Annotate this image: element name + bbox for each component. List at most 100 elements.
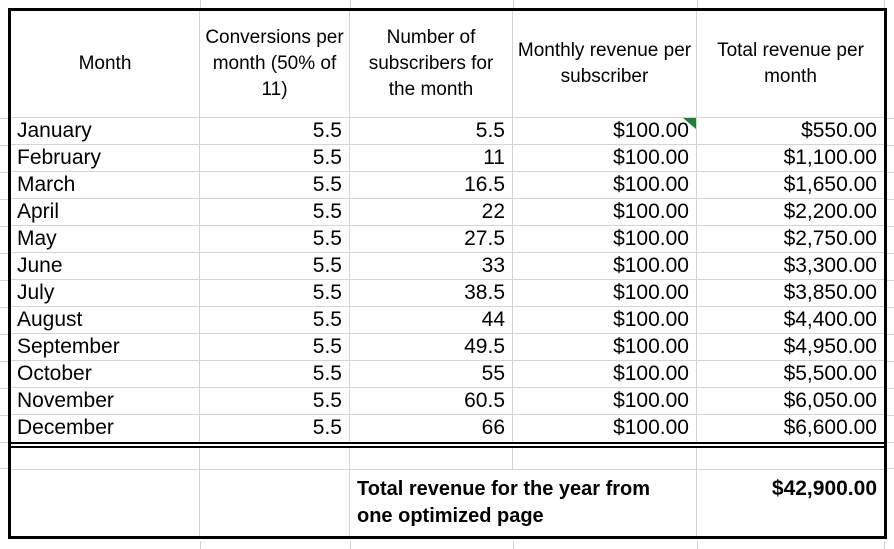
cell-revenue-per-subscriber[interactable]: $100.00 [513,172,697,198]
cell-total-revenue-per-month[interactable]: $1,650.00 [783,173,877,196]
cell-subscribers-for-month[interactable]: 55 [350,361,513,387]
cell-total-revenue-per-month[interactable]: $6,050.00 [783,389,877,412]
cell-revenue-per-subscriber[interactable]: $100.00 [513,199,697,225]
table-row-september: September 5.5 49.5 $100.00 $4,950.00 [11,334,884,361]
table-row-march: March 5.5 16.5 $100.00 $1,650.00 [11,172,884,199]
cell-month[interactable]: April [11,199,200,225]
cell-subscribers-for-month[interactable]: 60.5 [350,388,513,414]
cell-revenue-per-subscriber[interactable]: $100.00 [513,307,697,333]
table-row-june: June 5.5 33 $100.00 $3,300.00 [11,253,884,280]
cell-subscribers-for-month[interactable]: 33 [350,253,513,279]
cell-conversions-per-month[interactable]: 5.5 [200,118,350,144]
header-revenue-per-subscriber[interactable]: Monthly revenue per subscriber [513,11,697,117]
cell-subscribers-for-month[interactable]: 22 [350,199,513,225]
summary-label-cell[interactable]: Total revenue for the year from one opti… [350,470,697,536]
cell-revenue-per-subscriber[interactable]: $100.00 [513,145,697,171]
gridline-tick [0,388,8,389]
cell-note-marker-icon [683,118,696,129]
header-subscribers-for-month[interactable]: Number of subscribers for the month [350,11,513,117]
cell-empty[interactable] [697,448,884,469]
cell-revenue-per-subscriber[interactable]: $100.00 [513,361,697,387]
gridline-tick [884,0,885,8]
header-total-revenue-per-month[interactable]: Total revenue per month [717,40,864,87]
cell-total-revenue-per-month[interactable]: $2,750.00 [783,227,877,250]
gridline-tick [887,442,894,443]
cell-subscribers-for-month[interactable]: 66 [350,415,513,442]
cell-conversions-per-month[interactable]: 5.5 [200,415,350,442]
gridline-tick [350,541,351,549]
cell-month[interactable]: November [11,388,200,414]
cell-month[interactable]: March [11,172,200,198]
cell-conversions-per-month[interactable]: 5.5 [200,388,350,414]
cell-month[interactable]: January [11,118,200,144]
cell-total-revenue-per-month[interactable]: $2,200.00 [783,200,877,223]
cell-month[interactable]: July [11,280,200,306]
gridline-tick [200,541,201,549]
cell-subscribers-for-month[interactable]: 49.5 [350,334,513,360]
cell-empty[interactable] [350,448,513,469]
cell-month[interactable]: September [11,334,200,360]
spacer-row [11,448,884,470]
cell-conversions-per-month[interactable]: 5.5 [200,145,350,171]
gridline-tick [697,541,698,549]
cell-empty[interactable] [200,470,350,536]
table-row-february: February 5.5 11 $100.00 $1,100.00 [11,145,884,172]
gridline-tick [0,145,8,146]
gridline-tick [887,361,894,362]
cell-empty[interactable] [11,470,200,536]
gridline-tick [0,442,8,443]
cell-subscribers-for-month[interactable]: 11 [350,145,513,171]
cell-month[interactable]: February [11,145,200,171]
gridline-tick [887,199,894,200]
cell-revenue-per-subscriber[interactable]: $100.00 [513,253,697,279]
cell-total-revenue-per-month[interactable]: $3,300.00 [783,254,877,277]
cell-conversions-per-month[interactable]: 5.5 [200,280,350,306]
cell-month[interactable]: October [11,361,200,387]
cell-conversions-per-month[interactable]: 5.5 [200,253,350,279]
cell-month[interactable]: December [11,415,200,442]
gridline-tick [0,468,8,469]
cell-subscribers-for-month[interactable]: 5.5 [350,118,513,144]
cell-revenue-per-subscriber[interactable]: $100.00 [513,334,697,360]
cell-conversions-per-month[interactable]: 5.5 [200,226,350,252]
header-month[interactable]: Month [11,11,200,117]
cell-empty[interactable] [11,448,200,469]
cell-subscribers-for-month[interactable]: 38.5 [350,280,513,306]
cell-revenue-per-subscriber[interactable]: $100.00 [513,226,697,252]
cell-month[interactable]: August [11,307,200,333]
gridline-tick [887,415,894,416]
cell-conversions-per-month[interactable]: 5.5 [200,307,350,333]
cell-month[interactable]: May [11,226,200,252]
cell-revenue-per-subscriber[interactable]: $100.00 [513,415,697,442]
cell-empty[interactable] [200,448,350,469]
cell-subscribers-for-month[interactable]: 44 [350,307,513,333]
cell-subscribers-for-month[interactable]: 27.5 [350,226,513,252]
summary-value-cell[interactable]: $42,900.00 [771,477,877,500]
cell-total-revenue-per-month[interactable]: $550.00 [801,119,877,142]
cell-total-revenue-per-month[interactable]: $4,400.00 [783,308,877,331]
cell-conversions-per-month[interactable]: 5.5 [200,172,350,198]
cell-month[interactable]: June [11,253,200,279]
cell-total-revenue-per-month[interactable]: $6,600.00 [783,416,877,439]
cell-conversions-per-month[interactable]: 5.5 [200,361,350,387]
header-conversions-per-month[interactable]: Conversions per month (50% of 11) [200,11,350,117]
december-total-divider [11,442,884,448]
cell-conversions-per-month[interactable]: 5.5 [200,199,350,225]
cell-total-revenue-per-month[interactable]: $5,500.00 [783,362,877,385]
cell-total-revenue-per-month[interactable]: $1,100.00 [783,146,877,169]
gridline-tick [513,0,514,8]
cell-revenue-per-subscriber[interactable]: $100.00 [513,388,697,414]
cell-conversions-per-month[interactable]: 5.5 [200,334,350,360]
cell-total-revenue-per-month[interactable]: $4,950.00 [783,335,877,358]
gridline-tick [200,0,201,8]
gridline-tick [887,172,894,173]
gridline-tick [0,361,8,362]
cell-total-revenue-per-month[interactable]: $3,850.00 [783,281,877,304]
cell-revenue-per-subscriber[interactable]: $100.00 [513,118,697,144]
gridline-tick [887,468,894,469]
gridline-tick [887,388,894,389]
cell-revenue-per-subscriber[interactable]: $100.00 [513,280,697,306]
cell-empty[interactable] [513,448,697,469]
table-row-july: July 5.5 38.5 $100.00 $3,850.00 [11,280,884,307]
cell-subscribers-for-month[interactable]: 16.5 [350,172,513,198]
